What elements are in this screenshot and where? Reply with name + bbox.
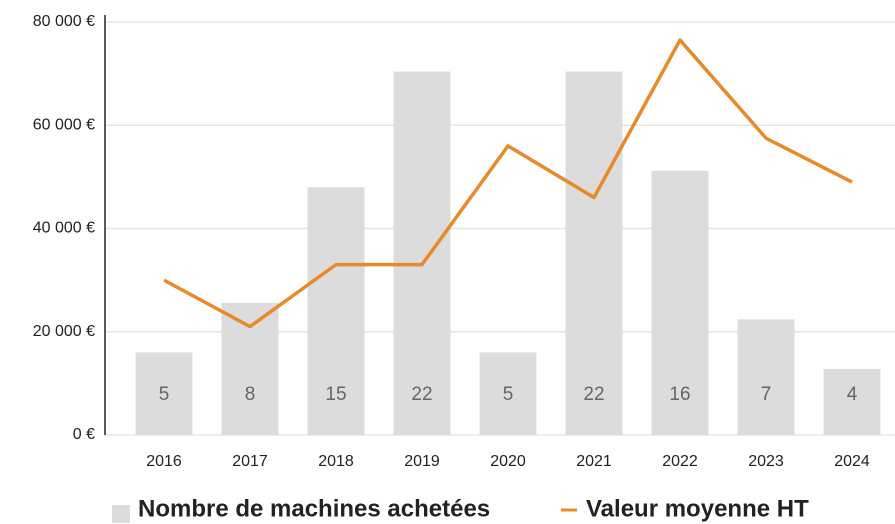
legend-label: Valeur moyenne HT bbox=[586, 495, 809, 522]
x-tick-label: 2017 bbox=[232, 453, 268, 470]
value-label: 22 bbox=[411, 384, 432, 405]
plot: 0 € 20 000 € 40 000 € 60 000 € 80 000 € 2016 2… bbox=[33, 13, 895, 470]
chart: 0 € 20 000 € 40 000 € 60 000 € 80 000 € 2016 2… bbox=[0, 0, 895, 524]
line bbox=[164, 40, 852, 327]
value-label: 22 bbox=[583, 384, 604, 405]
y-tick-label: 0 € bbox=[73, 426, 95, 443]
value-label: 7 bbox=[761, 384, 772, 405]
x-tick-label: 2024 bbox=[834, 453, 870, 470]
x-tick-label: 2016 bbox=[146, 453, 182, 470]
bar bbox=[738, 319, 795, 435]
x-tick-label: 2023 bbox=[748, 453, 784, 470]
value-label: 4 bbox=[847, 384, 858, 405]
value-label: 8 bbox=[245, 384, 256, 405]
x-tick-label: 2021 bbox=[576, 453, 612, 470]
value-label: 16 bbox=[669, 384, 690, 405]
bar bbox=[222, 303, 279, 435]
value-label: 15 bbox=[325, 384, 346, 405]
x-tick-label: 2018 bbox=[318, 453, 354, 470]
x-tick-label: 2019 bbox=[404, 453, 440, 470]
bar bbox=[566, 72, 623, 435]
legend-swatch-bars bbox=[112, 505, 130, 523]
bar bbox=[394, 72, 451, 435]
x-tick-label: 2020 bbox=[490, 453, 526, 470]
legend-label: Nombre de machines achetées bbox=[138, 495, 490, 522]
value-label: 5 bbox=[503, 384, 514, 405]
y-tick-label: 40 000 € bbox=[33, 220, 95, 237]
x-tick-label: 2022 bbox=[662, 453, 698, 470]
y-tick-label: 60 000 € bbox=[33, 116, 95, 133]
y-tick-label: 20 000 € bbox=[33, 323, 95, 340]
y-tick-label: 80 000 € bbox=[33, 13, 95, 30]
value-label: 5 bbox=[159, 384, 170, 405]
